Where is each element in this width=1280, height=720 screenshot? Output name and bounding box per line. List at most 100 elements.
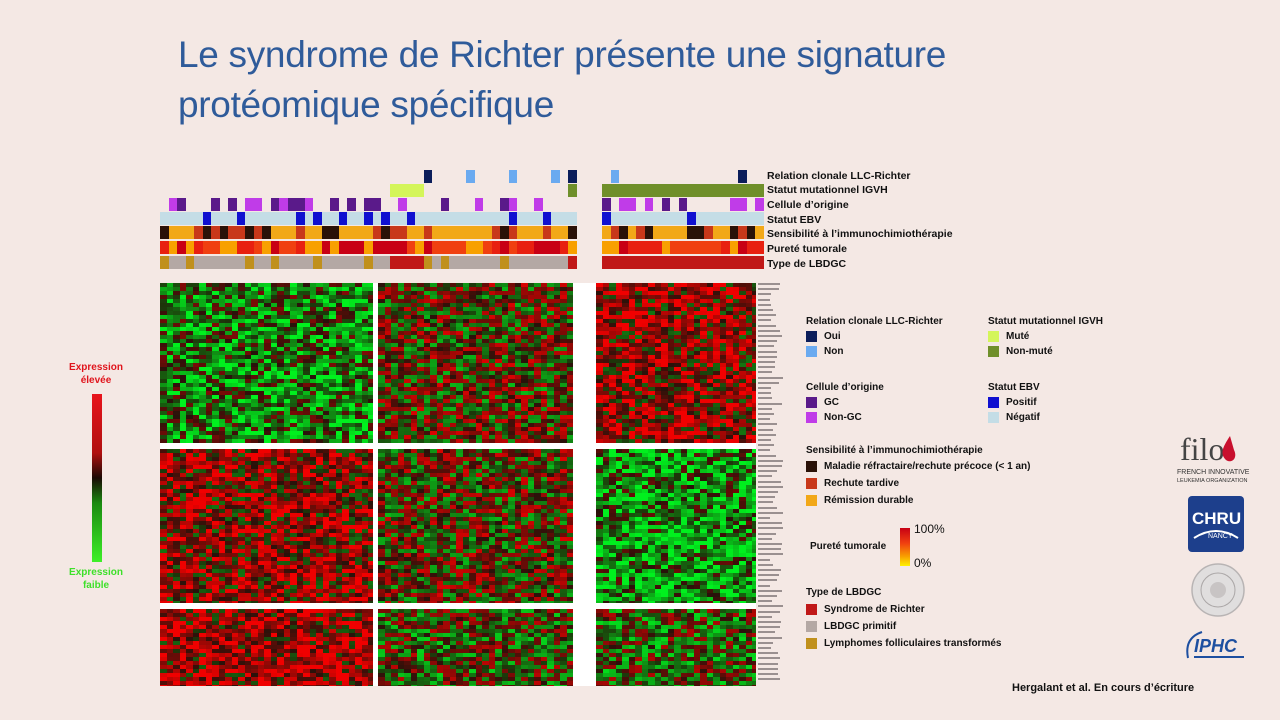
annotation-cell	[296, 226, 305, 239]
annotation-cell	[534, 241, 543, 254]
annotation-cell	[679, 198, 688, 211]
annotation-cell	[738, 198, 747, 211]
annotation-cell	[483, 256, 492, 269]
annotation-cell	[305, 198, 314, 211]
annotation-cell	[390, 226, 399, 239]
annotation-cell	[356, 212, 365, 225]
annotation-cell	[364, 226, 373, 239]
annotation-cell	[755, 198, 764, 211]
annotation-track	[160, 170, 756, 183]
annotation-cell	[424, 241, 433, 254]
annotation-cell	[279, 198, 288, 211]
annotation-cell	[662, 256, 671, 269]
annotation-cell	[568, 212, 577, 225]
annotation-cell	[619, 184, 628, 197]
annotation-cell	[551, 170, 560, 183]
annotation-cell	[381, 212, 390, 225]
annotation-label-sensibility: Sensibilité à l’immunochimiothérapie	[767, 228, 953, 240]
annotation-cell	[313, 241, 322, 254]
annotation-cell	[551, 241, 560, 254]
annotation-cell	[551, 226, 560, 239]
annotation-cell	[475, 226, 484, 239]
annotation-cell	[441, 226, 450, 239]
annotation-cell	[296, 212, 305, 225]
annotation-cell	[203, 241, 212, 254]
annotation-cell	[645, 241, 654, 254]
annotation-cell	[364, 241, 373, 254]
annotation-cell	[390, 241, 399, 254]
annotation-cell	[602, 241, 611, 254]
annotation-cell	[662, 212, 671, 225]
annotation-cell	[356, 241, 365, 254]
annotation-cell	[254, 256, 263, 269]
annotation-cell	[721, 256, 730, 269]
annotation-cell	[551, 212, 560, 225]
annotation-cell	[449, 241, 458, 254]
annotation-cell	[347, 198, 356, 211]
annotation-cell	[194, 256, 203, 269]
annotation-cell	[704, 212, 713, 225]
annotation-cell	[509, 241, 518, 254]
annotation-cell	[747, 184, 756, 197]
annotation-cell	[407, 226, 416, 239]
annotation-cell	[730, 184, 739, 197]
annotation-cell	[611, 184, 620, 197]
annotation-cell	[296, 241, 305, 254]
annotation-cell	[245, 212, 254, 225]
annotation-cell	[279, 212, 288, 225]
annotation-cell	[713, 212, 722, 225]
annotation-cell	[704, 256, 713, 269]
heatmap-block	[596, 283, 756, 443]
annotation-track	[160, 198, 756, 211]
heatmap-cell	[752, 439, 756, 443]
annotation-cell	[220, 226, 229, 239]
annotation-cell	[296, 256, 305, 269]
annotation-cell	[560, 256, 569, 269]
annotation-cell	[194, 241, 203, 254]
annotation-cell	[160, 241, 169, 254]
annotation-cell	[407, 184, 416, 197]
annotation-cell	[568, 241, 577, 254]
annotation-cell	[738, 226, 747, 239]
annotation-cell	[228, 256, 237, 269]
annotation-cell	[169, 256, 178, 269]
annotation-cell	[526, 212, 535, 225]
annotation-cell	[730, 256, 739, 269]
annotation-cell	[551, 256, 560, 269]
annotation-cell	[288, 256, 297, 269]
annotation-cell	[679, 212, 688, 225]
annotation-cell	[611, 170, 620, 183]
annotation-cell	[203, 226, 212, 239]
annotation-cell	[526, 256, 535, 269]
annotation-cell	[747, 212, 756, 225]
annotation-cell	[687, 226, 696, 239]
annotation-cell	[398, 241, 407, 254]
annotation-cell	[747, 226, 756, 239]
annotation-cell	[347, 241, 356, 254]
annotation-cell	[568, 256, 577, 269]
annotation-cell	[160, 212, 169, 225]
annotation-cell	[602, 256, 611, 269]
annotation-cell	[441, 212, 450, 225]
annotation-cell	[755, 256, 764, 269]
annotation-cell	[211, 256, 220, 269]
annotation-cell	[390, 184, 399, 197]
annotation-cell	[373, 256, 382, 269]
annotation-track	[160, 226, 756, 239]
annotation-cell	[568, 226, 577, 239]
annotation-label-ebv: Statut EBV	[767, 214, 821, 226]
annotation-cell	[628, 198, 637, 211]
annotation-cell	[364, 198, 373, 211]
annotation-cell	[509, 212, 518, 225]
annotation-cell	[543, 241, 552, 254]
annotation-cell	[696, 256, 705, 269]
annotation-cell	[279, 241, 288, 254]
annotation-cell	[398, 256, 407, 269]
heatmap-block	[378, 283, 573, 443]
annotation-cell	[721, 226, 730, 239]
annotation-cell	[670, 241, 679, 254]
annotation-cell	[636, 241, 645, 254]
annotation-cell	[619, 198, 628, 211]
annotation-cell	[177, 256, 186, 269]
